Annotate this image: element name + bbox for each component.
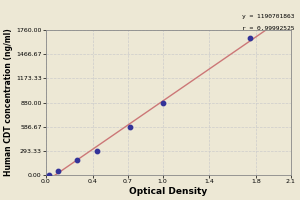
- Text: r = 0.99992525: r = 0.99992525: [242, 26, 294, 31]
- Point: [128, 125, 132, 128]
- Point: [47, 173, 52, 176]
- Point: [248, 36, 253, 39]
- Point: [95, 149, 100, 152]
- X-axis label: Optical Density: Optical Density: [129, 187, 208, 196]
- Y-axis label: Human CDT concentration (ng/ml): Human CDT concentration (ng/ml): [4, 29, 13, 176]
- Point: [75, 159, 80, 162]
- Point: [160, 101, 165, 104]
- Point: [55, 170, 60, 173]
- Text: y = 1190701863: y = 1190701863: [242, 14, 294, 19]
